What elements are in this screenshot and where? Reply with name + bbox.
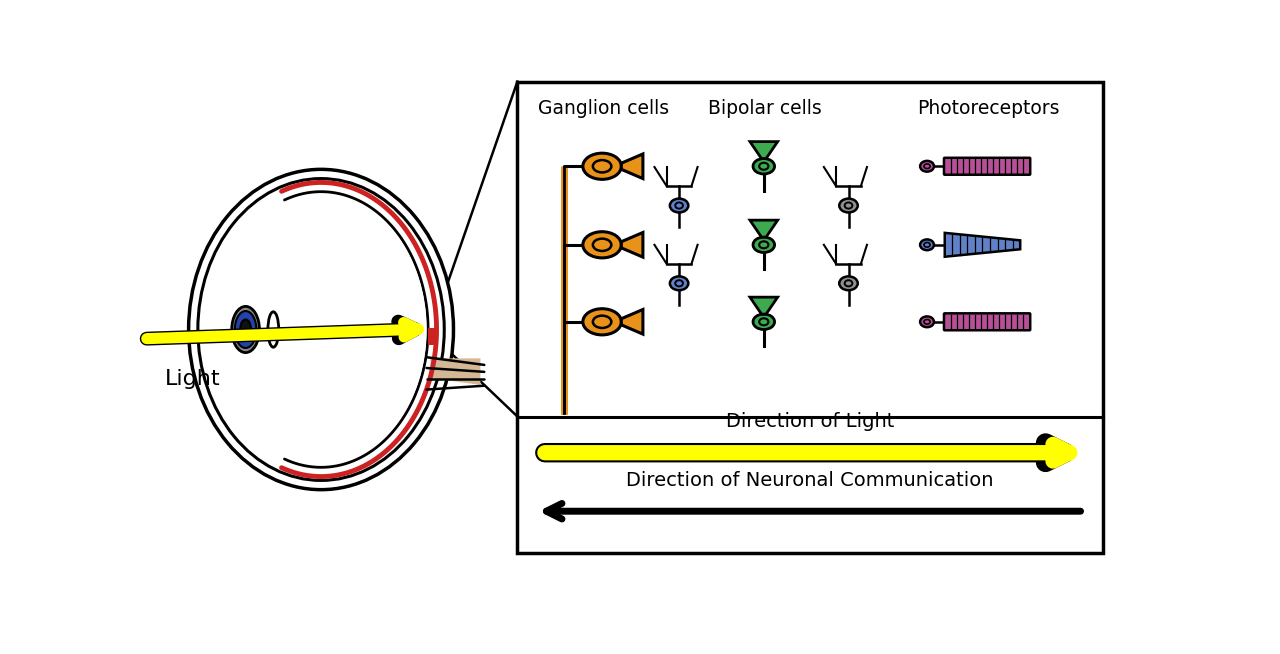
Ellipse shape — [188, 169, 453, 490]
Text: Photoreceptors: Photoreceptors — [918, 99, 1060, 118]
Bar — [428, 328, 435, 345]
Ellipse shape — [840, 277, 858, 290]
Ellipse shape — [753, 314, 774, 330]
Ellipse shape — [241, 320, 251, 339]
Text: Ganglion cells: Ganglion cells — [538, 99, 669, 118]
Polygon shape — [750, 220, 778, 237]
Polygon shape — [430, 358, 480, 385]
Polygon shape — [750, 297, 778, 314]
Ellipse shape — [582, 153, 621, 179]
FancyBboxPatch shape — [943, 313, 1030, 330]
Ellipse shape — [669, 277, 689, 290]
Polygon shape — [621, 154, 643, 179]
FancyBboxPatch shape — [943, 158, 1030, 175]
Text: Bipolar cells: Bipolar cells — [708, 99, 822, 118]
Text: Light: Light — [165, 369, 220, 389]
Ellipse shape — [215, 194, 426, 465]
Bar — [517, 82, 1102, 553]
Ellipse shape — [920, 317, 934, 327]
Ellipse shape — [582, 309, 621, 335]
Ellipse shape — [920, 161, 934, 171]
Ellipse shape — [753, 237, 774, 252]
Ellipse shape — [582, 232, 621, 258]
Text: Direction of Neuronal Communication: Direction of Neuronal Communication — [626, 471, 993, 490]
Polygon shape — [621, 232, 643, 257]
Ellipse shape — [268, 312, 279, 347]
Ellipse shape — [840, 199, 858, 213]
Ellipse shape — [920, 239, 934, 250]
Ellipse shape — [234, 311, 256, 348]
Ellipse shape — [232, 307, 260, 353]
Polygon shape — [621, 309, 643, 334]
Polygon shape — [750, 142, 778, 158]
Ellipse shape — [753, 158, 774, 174]
Text: Direction of Light: Direction of Light — [726, 412, 895, 431]
Ellipse shape — [669, 199, 689, 213]
Polygon shape — [945, 233, 1020, 257]
